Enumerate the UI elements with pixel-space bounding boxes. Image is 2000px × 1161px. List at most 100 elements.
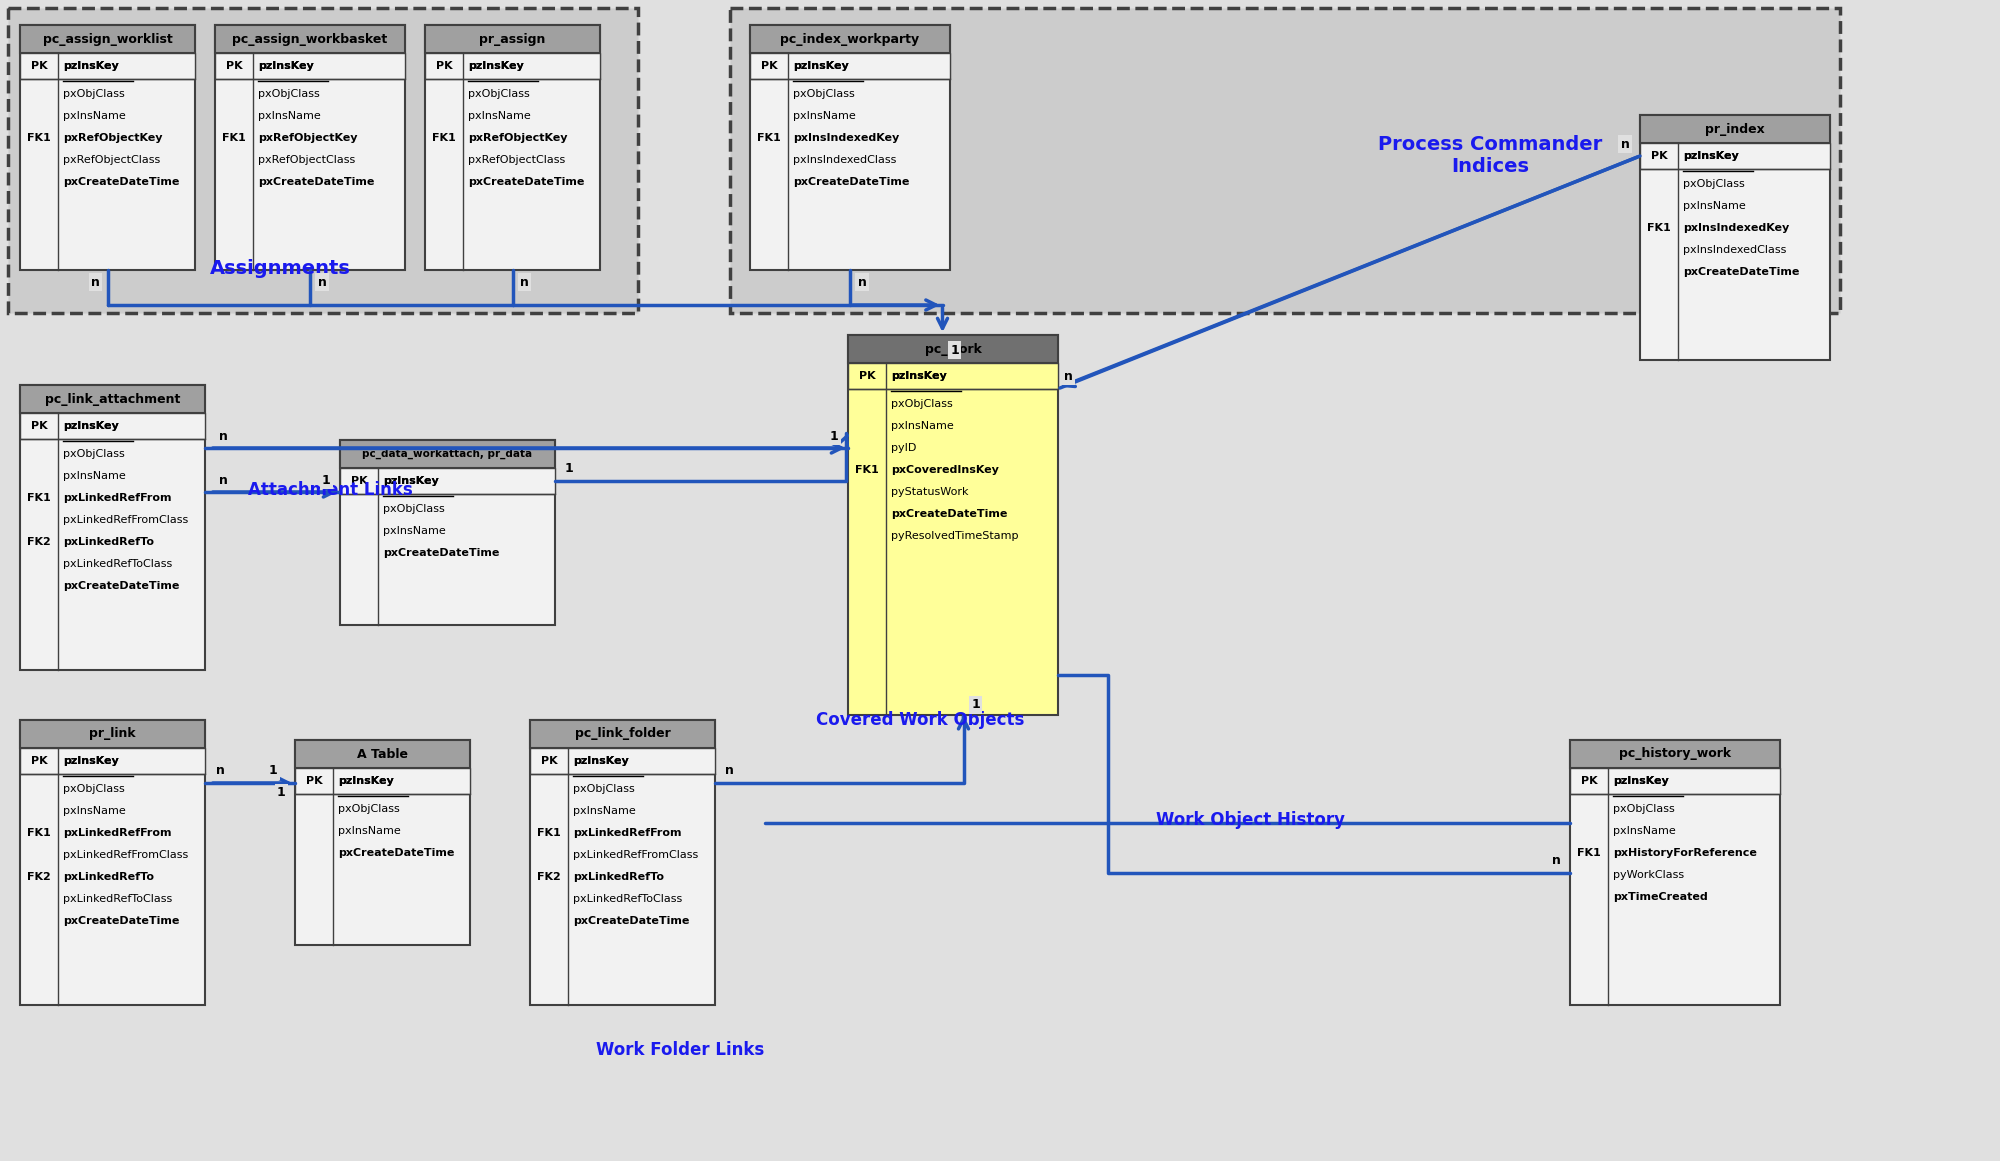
Text: pc_history_work: pc_history_work — [1618, 748, 1732, 760]
Text: pxLinkedRefFromClass: pxLinkedRefFromClass — [574, 850, 698, 860]
Text: pxCreateDateTime: pxCreateDateTime — [338, 848, 454, 858]
Text: n: n — [318, 275, 326, 288]
Bar — [296, 740, 470, 945]
Text: pxObjClass: pxObjClass — [384, 504, 444, 514]
Text: pzInsKey: pzInsKey — [1612, 776, 1668, 786]
Text: pxRefObjectKey: pxRefObjectKey — [258, 134, 358, 143]
Text: pxTimeCreated: pxTimeCreated — [1612, 892, 1708, 902]
Text: Covered Work Objects: Covered Work Objects — [816, 711, 1024, 729]
Text: pzInsKey: pzInsKey — [384, 476, 438, 486]
Bar — [1570, 740, 1780, 1005]
Text: pxLinkedRefToClass: pxLinkedRefToClass — [574, 894, 682, 904]
Bar — [848, 363, 1058, 389]
Text: pr_index: pr_index — [1706, 123, 1764, 136]
Text: pxObjClass: pxObjClass — [1612, 805, 1674, 814]
Bar — [216, 26, 404, 53]
Bar — [340, 468, 556, 493]
Text: pzInsKey: pzInsKey — [64, 756, 118, 766]
Bar — [216, 53, 404, 79]
Text: n: n — [218, 430, 228, 442]
Bar — [20, 26, 196, 53]
Text: pc_link_folder: pc_link_folder — [574, 728, 670, 741]
Text: Work Object History: Work Object History — [1156, 812, 1344, 829]
Text: FK1: FK1 — [856, 466, 878, 475]
Text: 1: 1 — [950, 344, 958, 356]
Text: pc_assign_worklist: pc_assign_worklist — [42, 33, 172, 45]
Text: pxCreateDateTime: pxCreateDateTime — [574, 916, 690, 926]
Text: PK: PK — [858, 372, 876, 381]
Text: pxObjClass: pxObjClass — [64, 89, 124, 99]
Text: pzInsKey: pzInsKey — [574, 756, 628, 766]
Text: pxInsName: pxInsName — [574, 806, 636, 816]
Bar — [848, 336, 1058, 363]
Text: pzInsKey: pzInsKey — [792, 62, 848, 71]
Text: pxInsName: pxInsName — [384, 526, 446, 536]
Text: pxObjClass: pxObjClass — [892, 399, 952, 409]
Text: 1: 1 — [972, 699, 980, 712]
Text: n: n — [1552, 854, 1560, 867]
Text: pxInsName: pxInsName — [258, 111, 320, 121]
Bar — [20, 385, 206, 413]
Bar — [20, 720, 206, 1005]
Text: pxLinkedRefFrom: pxLinkedRefFrom — [64, 828, 172, 838]
Text: Attachment Links: Attachment Links — [248, 481, 412, 499]
Text: pyResolvedTimeStamp: pyResolvedTimeStamp — [892, 531, 1018, 541]
Text: Work Folder Links: Work Folder Links — [596, 1041, 764, 1059]
Text: pyWorkClass: pyWorkClass — [1612, 870, 1684, 880]
Text: FK1: FK1 — [538, 828, 560, 838]
Text: pxObjClass: pxObjClass — [64, 449, 124, 459]
Text: pzInsKey: pzInsKey — [468, 62, 524, 71]
Text: pxCreateDateTime: pxCreateDateTime — [892, 509, 1008, 519]
Text: pxInsName: pxInsName — [64, 471, 126, 481]
Bar — [20, 748, 206, 774]
Text: pxCoveredInsKey: pxCoveredInsKey — [892, 466, 998, 475]
Bar — [20, 26, 196, 271]
Bar — [1640, 115, 1830, 143]
Text: pzInsKey: pzInsKey — [1612, 776, 1668, 786]
Bar — [750, 53, 950, 79]
Text: pxInsName: pxInsName — [1684, 201, 1746, 211]
Text: pxRefObjectKey: pxRefObjectKey — [64, 134, 162, 143]
Text: n: n — [858, 275, 866, 288]
Text: pxCreateDateTime: pxCreateDateTime — [384, 548, 500, 558]
Bar — [20, 385, 206, 670]
Text: pxLinkedRefFromClass: pxLinkedRefFromClass — [64, 850, 188, 860]
Text: pzInsKey: pzInsKey — [892, 372, 946, 381]
Text: PK: PK — [1580, 776, 1598, 786]
Text: pc_assign_workbasket: pc_assign_workbasket — [232, 33, 388, 45]
Bar — [216, 26, 404, 271]
Text: Process Commander
Indices: Process Commander Indices — [1378, 135, 1602, 175]
Text: 1: 1 — [322, 474, 330, 486]
Text: pxInsName: pxInsName — [792, 111, 856, 121]
Text: n: n — [92, 275, 100, 288]
Bar — [20, 413, 206, 439]
Text: pxObjClass: pxObjClass — [468, 89, 530, 99]
Text: PK: PK — [226, 62, 242, 71]
Text: pxLinkedRefFrom: pxLinkedRefFrom — [64, 493, 172, 503]
Text: PK: PK — [436, 62, 452, 71]
Text: n: n — [520, 275, 528, 288]
Bar — [340, 440, 556, 468]
Bar — [750, 26, 950, 53]
Text: pxRefObjectClass: pxRefObjectClass — [468, 156, 566, 165]
Text: Assignments: Assignments — [210, 259, 350, 277]
Bar — [1640, 143, 1830, 170]
Text: pxRefObjectKey: pxRefObjectKey — [468, 134, 568, 143]
Text: FK2: FK2 — [28, 538, 50, 547]
Text: pxLinkedRefFrom: pxLinkedRefFrom — [574, 828, 682, 838]
Text: pc_link_attachment: pc_link_attachment — [44, 392, 180, 405]
Text: pxObjClass: pxObjClass — [258, 89, 320, 99]
Text: pxLinkedRefTo: pxLinkedRefTo — [574, 872, 664, 882]
Bar — [1570, 740, 1780, 767]
Text: pxInsName: pxInsName — [64, 806, 126, 816]
Text: pxInsName: pxInsName — [468, 111, 530, 121]
Text: pyStatusWork: pyStatusWork — [892, 486, 968, 497]
Text: pzInsKey: pzInsKey — [64, 421, 118, 431]
Text: pzInsKey: pzInsKey — [792, 62, 848, 71]
Text: FK1: FK1 — [432, 134, 456, 143]
Text: FK1: FK1 — [28, 134, 50, 143]
Bar — [296, 767, 470, 794]
Bar — [20, 720, 206, 748]
Text: pxCreateDateTime: pxCreateDateTime — [258, 176, 374, 187]
Text: pxHistoryForReference: pxHistoryForReference — [1612, 848, 1756, 858]
